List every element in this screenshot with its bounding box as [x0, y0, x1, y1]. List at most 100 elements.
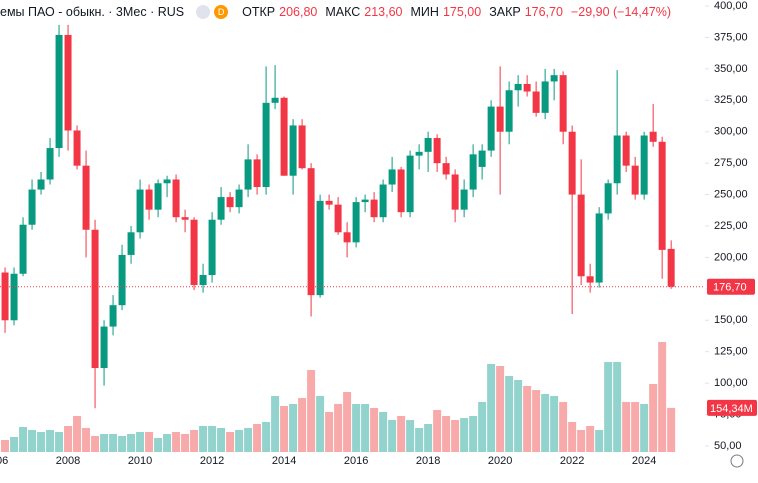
- volume-bar: [532, 390, 541, 452]
- candle-body: [109, 305, 117, 327]
- candle-body: [532, 91, 540, 113]
- candle-body: [127, 232, 135, 255]
- badge: D: [214, 5, 229, 19]
- volume-bar: [352, 404, 361, 452]
- candle-body: [352, 202, 360, 243]
- volume-bar: [244, 428, 253, 452]
- volume-bar: [145, 432, 154, 452]
- volume-bar: [253, 424, 262, 452]
- candle-body: [469, 154, 477, 190]
- candle-body: [604, 183, 612, 214]
- candle-body: [271, 97, 279, 103]
- candle-body: [55, 34, 63, 149]
- candle-body: [451, 174, 459, 210]
- volume-bar: [226, 432, 235, 452]
- candle-body: [406, 155, 414, 213]
- candle-body: [424, 138, 432, 152]
- volume-bar: [235, 430, 244, 452]
- field-label: ЗАКР: [489, 5, 521, 19]
- candle-body: [640, 135, 648, 195]
- volume-bar: [325, 412, 334, 452]
- candle-body: [235, 189, 243, 208]
- candle-body: [208, 219, 216, 276]
- candle-body: [370, 199, 378, 218]
- volume-bar: [271, 396, 280, 452]
- volume-bar: [298, 398, 307, 452]
- candle-body: [622, 135, 630, 166]
- candle-body: [244, 159, 252, 190]
- x-tick-label: 2022: [560, 455, 584, 467]
- candle-body: [478, 150, 486, 167]
- y-tick-label: 50,00: [714, 440, 742, 452]
- volume-bar: [622, 402, 631, 452]
- candle-body: [91, 229, 99, 369]
- x-tick-label: 2020: [488, 455, 512, 467]
- volume-bar: [316, 396, 325, 452]
- candle-body: [118, 254, 126, 306]
- volume-bar: [559, 402, 568, 452]
- volume-bar: [487, 364, 496, 452]
- y-tick-label: 400,00: [714, 0, 748, 12]
- settings-icon[interactable]: [730, 454, 744, 468]
- x-tick-label: 2012: [200, 455, 224, 467]
- volume-bar: [631, 402, 640, 452]
- volume-bar: [640, 404, 649, 452]
- y-tick-label: 150,00: [714, 314, 748, 326]
- volume-bar: [289, 404, 298, 452]
- volume-bar: [154, 438, 163, 452]
- status-icon: [196, 5, 211, 19]
- candle-body: [307, 168, 315, 296]
- volume-bar: [343, 392, 352, 452]
- volume-bar: [667, 407, 676, 452]
- volume-bar: [136, 432, 145, 452]
- volume-bar: [406, 420, 415, 452]
- volume-bar: [82, 428, 91, 452]
- volume-bar: [127, 434, 136, 452]
- candle-body: [163, 179, 171, 184]
- volume-bar: [262, 422, 271, 452]
- candle-body: [172, 179, 180, 218]
- symbol-title: емы ПАО - обыкн. · 3Мес · RUS: [0, 5, 185, 19]
- candle-body: [631, 165, 639, 195]
- candle-body: [379, 184, 387, 218]
- candle-body: [37, 179, 45, 190]
- volume-bar: [496, 366, 505, 452]
- y-tick-label: 275,00: [714, 157, 748, 169]
- volume-bar: [19, 427, 28, 452]
- y-tick-label: 125,00: [714, 346, 748, 358]
- candle-body: [442, 163, 450, 175]
- volume-bar: [163, 434, 172, 452]
- y-tick-label: 375,00: [714, 31, 748, 43]
- candle-body: [181, 217, 189, 220]
- candle-body: [28, 189, 36, 225]
- candle-body: [667, 248, 675, 287]
- candle-body: [559, 75, 567, 132]
- candle-body: [541, 81, 549, 113]
- volume-bar: [280, 406, 289, 452]
- candle-body: [199, 275, 207, 286]
- volume-bar: [172, 432, 181, 452]
- volume-bar: [442, 416, 451, 452]
- candle-body: [343, 232, 351, 243]
- volume-bar: [469, 416, 478, 452]
- x-tick-label: 2024: [632, 455, 656, 467]
- header: емы ПАО - обыкн. · 3Мес · RUS D ОТКР 206,…: [0, 5, 676, 19]
- volume-bar: [523, 386, 532, 452]
- volume-bar: [550, 396, 559, 452]
- candle-body: [577, 194, 585, 277]
- candle-body: [433, 138, 441, 164]
- candle-body: [595, 213, 603, 283]
- candle-body: [658, 141, 666, 250]
- candle-body: [649, 131, 657, 142]
- volume-bar: [73, 416, 82, 452]
- last-volume-label: 154,34M: [710, 403, 753, 415]
- volume-bar: [109, 434, 118, 452]
- candle-body: [10, 273, 18, 321]
- candle-body: [190, 219, 198, 286]
- field-value: 206,80: [279, 5, 318, 19]
- candle-body: [262, 102, 270, 188]
- candle-body: [217, 197, 225, 220]
- y-tick-label: 225,00: [714, 220, 748, 232]
- volume-bar: [451, 420, 460, 452]
- candle-layer: [1, 24, 675, 409]
